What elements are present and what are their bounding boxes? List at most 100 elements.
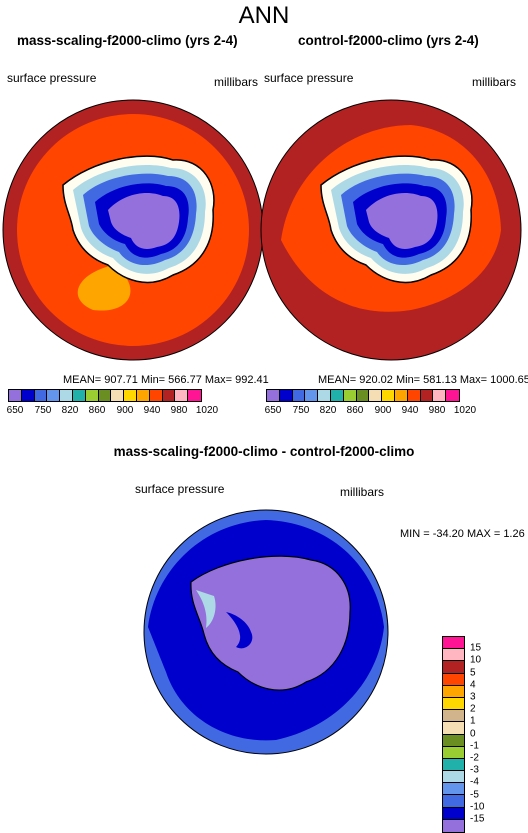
plot-title: ANN: [238, 2, 290, 29]
difference-colorbar-tick: 2: [470, 703, 476, 715]
colorbar-swatch: [420, 390, 434, 401]
difference-colorbar-tick: -4: [470, 776, 479, 788]
difference-coastal-anomaly: [226, 612, 253, 649]
panel-1-title: mass-scaling-f2000-climo (yrs 2-4): [17, 33, 238, 48]
colorbar-1-tick: 820: [61, 405, 79, 416]
colorbar-swatch: [124, 390, 137, 401]
panel-2-title: control-f2000-climo (yrs 2-4): [298, 33, 479, 48]
colorbar-swatch: [162, 390, 176, 401]
difference-colorbar-tick: -10: [470, 801, 485, 813]
panel-1-plateau: [108, 192, 180, 249]
difference-colorbar-tick: 3: [470, 691, 476, 703]
colorbar-swatch: [305, 390, 319, 401]
difference-colorbar-swatch: [443, 819, 464, 832]
colorbar-swatch: [9, 390, 22, 401]
difference-colorbar-tick: -15: [470, 813, 485, 825]
colorbar-swatch: [21, 390, 35, 401]
panel-1-variable-label: surface pressure: [7, 71, 97, 85]
difference-colorbar-swatch: [443, 649, 464, 662]
colorbar-swatch: [446, 390, 459, 401]
colorbar-swatch: [433, 390, 447, 401]
difference-colorbar-swatch: [443, 637, 464, 650]
colorbar-swatch: [85, 390, 99, 401]
difference-colorbar-tick: -1: [470, 740, 479, 752]
panel-1-map: [2, 99, 264, 361]
colorbar-2-tick: 650: [264, 405, 282, 416]
difference-colorbar-tick: -5: [470, 789, 479, 801]
colorbar-swatch: [136, 390, 150, 401]
colorbar-swatch: [47, 390, 61, 401]
difference-colorbar-swatch: [443, 673, 464, 686]
difference-colorbar-tick: 0: [470, 728, 476, 740]
colorbar-1-tick: 900: [116, 405, 134, 416]
difference-colorbar-swatch: [443, 746, 464, 759]
colorbar-swatch: [175, 390, 189, 401]
colorbar-swatch: [394, 390, 408, 401]
colorbar-swatch: [267, 390, 280, 401]
difference-colorbar-swatch: [443, 710, 464, 723]
colorbar-swatch: [279, 390, 293, 401]
difference-stats: MIN = -34.20 MAX = 1.26: [400, 528, 525, 540]
difference-colorbar-swatch: [443, 685, 464, 698]
difference-colorbar-swatch: [443, 783, 464, 796]
difference-colorbar: [442, 636, 465, 833]
panel-1-stats: MEAN= 907.71 Min= 566.77 Max= 992.41: [63, 374, 269, 386]
colorbar-swatch: [369, 390, 383, 401]
difference-variable-label: surface pressure: [135, 482, 225, 496]
colorbar-1-tick: 650: [6, 405, 24, 416]
difference-colorbar-tick: 5: [470, 667, 476, 679]
panel-2-variable-label: surface pressure: [264, 71, 354, 85]
colorbar-2-tick: 820: [319, 405, 337, 416]
colorbar-swatch: [188, 390, 201, 401]
difference-colorbar-swatch: [443, 661, 464, 674]
colorbar-swatch: [382, 390, 395, 401]
colorbar-2-tick: 860: [346, 405, 364, 416]
difference-colorbar-swatch: [443, 734, 464, 747]
difference-colorbar-tick: 15: [470, 642, 482, 654]
colorbar-swatch: [149, 390, 163, 401]
colorbar-2-tick: 940: [401, 405, 419, 416]
colorbar-2: [266, 389, 460, 402]
colorbar-swatch: [60, 390, 73, 401]
difference-colorbar-swatch: [443, 758, 464, 772]
polar-maps: [2, 99, 522, 361]
colorbar-swatch: [292, 390, 306, 401]
colorbar-1-tick: 860: [88, 405, 106, 416]
panel-2-units-label: millibars: [472, 75, 517, 89]
panel-1-units-label: millibars: [214, 75, 259, 89]
difference-map: [143, 509, 389, 755]
colorbar-swatch: [72, 390, 86, 401]
difference-antarctica: [190, 555, 351, 691]
difference-peninsula-anomaly: [196, 590, 216, 628]
difference-colorbar-tick: -2: [470, 752, 479, 764]
panel-2-plateau: [366, 192, 438, 249]
colorbar-swatch: [111, 390, 125, 401]
colorbar-swatch: [356, 390, 370, 401]
difference-colorbar-tick: -3: [470, 764, 479, 776]
difference-colorbar-tick: 1: [470, 715, 476, 727]
colorbar-swatch: [407, 390, 421, 401]
difference-colorbar-swatch: [443, 697, 464, 711]
panel-2-map: [260, 99, 522, 361]
colorbar-swatch: [318, 390, 331, 401]
panel-2-stats: MEAN= 920.02 Min= 581.13 Max= 1000.65: [318, 374, 528, 386]
panel-1-high-pressure-region: [77, 265, 131, 311]
colorbar-1: [8, 389, 202, 402]
colorbar-2-tick: 900: [374, 405, 392, 416]
difference-colorbar-tick: 4: [470, 679, 476, 691]
colorbar-2-tick: 750: [292, 405, 310, 416]
difference-colorbar-swatch: [443, 795, 464, 808]
colorbar-swatch: [343, 390, 357, 401]
colorbar-2-tick: 980: [428, 405, 446, 416]
difference-colorbar-swatch: [443, 722, 464, 735]
colorbar-swatch: [330, 390, 344, 401]
colorbar-swatch: [34, 390, 48, 401]
difference-colorbar-swatch: [443, 807, 464, 820]
colorbar-1-tick: 940: [143, 405, 161, 416]
colorbar-swatch: [98, 390, 112, 401]
colorbar-1-tick: 1020: [195, 405, 219, 416]
difference-units-label: millibars: [340, 485, 385, 499]
colorbar-1-tick: 980: [170, 405, 188, 416]
colorbar-1-tick: 750: [34, 405, 52, 416]
colorbar-2-tick: 1020: [453, 405, 477, 416]
